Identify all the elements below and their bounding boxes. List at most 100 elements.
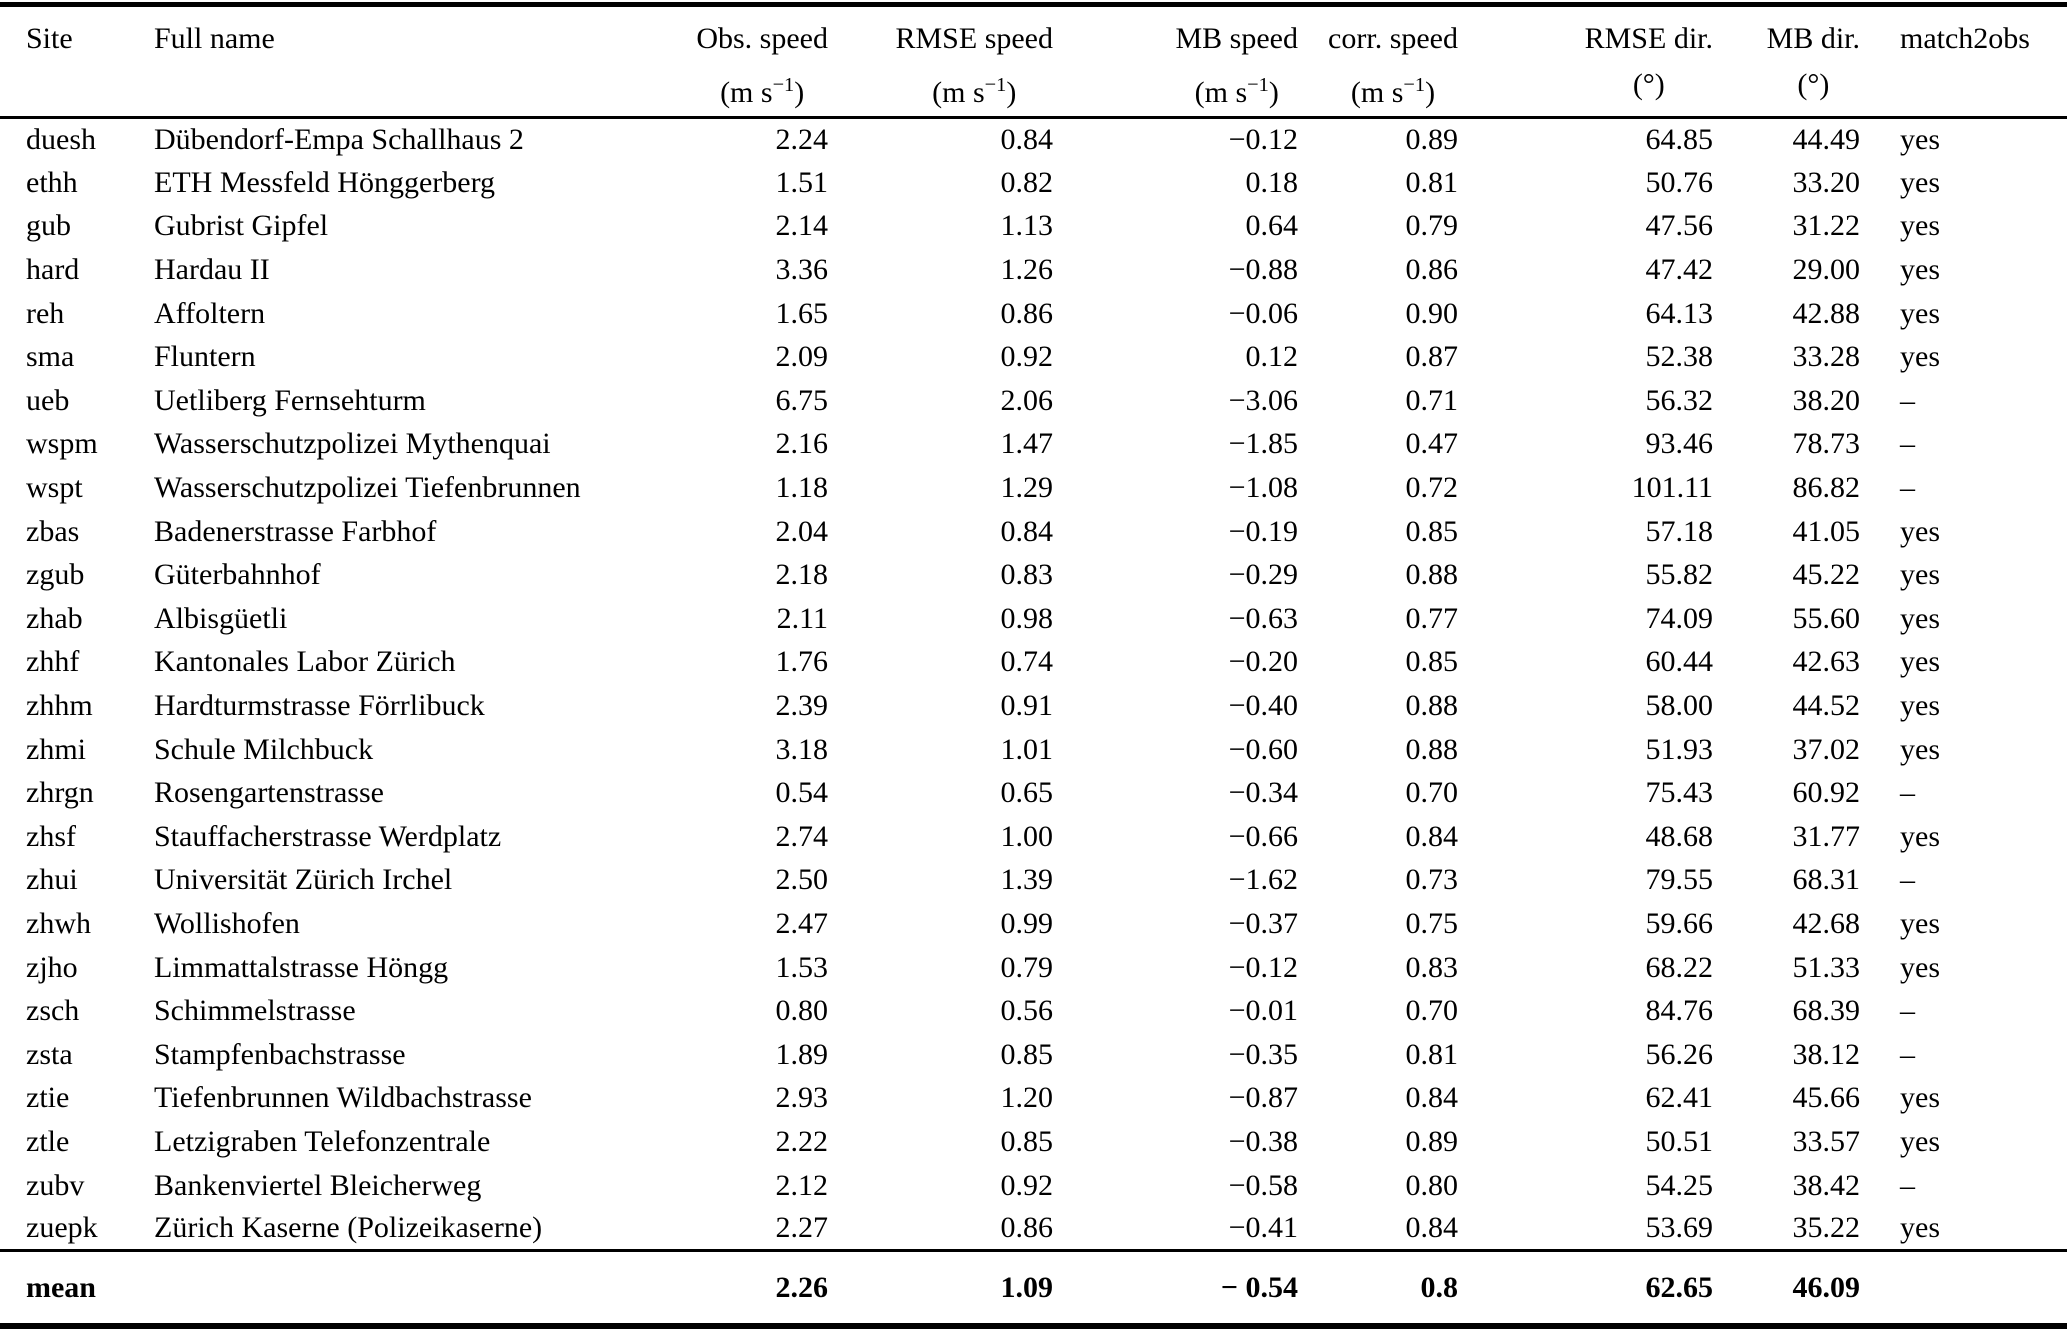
cell-rmse-dir: 52.38 — [1645, 340, 1714, 374]
cell-mb-speed: −0.87 — [1228, 1081, 1298, 1115]
cell-mb-dir: 37.02 — [1792, 732, 1861, 766]
cell-full-name: Universität Zürich Irchel — [154, 863, 453, 897]
cell-rmse-speed: 1.47 — [1000, 427, 1054, 461]
cell-match2obs: yes — [1900, 558, 1940, 592]
cell-site: zhhm — [26, 689, 93, 723]
cell-site: ueb — [26, 383, 70, 417]
cell-rmse-dir: 93.46 — [1645, 427, 1714, 461]
cell-full-name: Fluntern — [154, 340, 256, 374]
cell-site: zbas — [26, 514, 80, 548]
column-header-rmse-dir: RMSE dir. (°) — [1460, 7, 1715, 119]
cell-match2obs: yes — [1900, 906, 1940, 940]
cell-mb-dir: 33.28 — [1792, 340, 1861, 374]
cell-rmse-dir: 48.68 — [1645, 819, 1714, 853]
column-label: match2obs — [1900, 22, 2030, 55]
cell-site: reh — [26, 296, 65, 330]
table-row: ztie Tiefenbrunnen Wildbachstrasse 2.93 1.2… — [0, 1077, 2067, 1121]
cell-mb-dir: 44.52 — [1792, 689, 1861, 723]
cell-mb-dir: 38.20 — [1792, 383, 1861, 417]
cell-match2obs: yes — [1900, 1211, 1940, 1245]
cell-rmse-speed: 1.26 — [1000, 253, 1054, 287]
column-unit: (°) — [1632, 68, 1665, 101]
cell-site: zjho — [26, 950, 78, 984]
cell-full-name: Hardturmstrasse Förrlibuck — [154, 689, 485, 723]
cell-mb-speed: −0.06 — [1228, 296, 1298, 330]
cell-mb-dir: 45.22 — [1792, 558, 1861, 592]
column-unit: (m s−1) — [932, 74, 1017, 109]
cell-match2obs: yes — [1900, 253, 1940, 287]
table-row: hard Hardau II 3.36 1.26 −0.88 0.86 47.42 29.00… — [0, 248, 2067, 292]
table-row: sma Fluntern 2.09 0.92 0.12 0.87 52.38 33.28 yes — [0, 335, 2067, 379]
column-header-match2obs: match2obs — [1862, 7, 2067, 119]
cell-site: zsch — [26, 994, 80, 1028]
cell-mb-dir: 44.49 — [1792, 123, 1861, 157]
column-label: MB dir. — [1766, 22, 1860, 55]
cell-full-name: Schule Milchbuck — [154, 732, 374, 766]
cell-mb-speed: 0.64 — [1245, 209, 1299, 243]
cell-rmse-speed: 0.86 — [1000, 296, 1054, 330]
cell-site: ztie — [26, 1081, 70, 1115]
cell-mb-dir: 31.22 — [1792, 209, 1861, 243]
cell-match2obs: – — [1900, 863, 1915, 897]
cell-site: gub — [26, 209, 71, 243]
cell-mb-speed: −0.01 — [1228, 994, 1298, 1028]
table-row: ueb Uetliberg Fernsehturm 6.75 2.06 −3.06 0.7… — [0, 379, 2067, 423]
cell-full-name: Wollishofen — [154, 906, 300, 940]
cell-match2obs: – — [1900, 994, 1915, 1028]
cell-corr-speed: 0.85 — [1405, 645, 1459, 679]
cell-mb-speed: −0.66 — [1228, 819, 1298, 853]
cell-mb-speed: −0.35 — [1228, 1037, 1298, 1071]
cell-corr-speed: 0.81 — [1405, 1037, 1459, 1071]
cell-rmse-dir: 62.41 — [1645, 1081, 1714, 1115]
cell-obs-speed: 2.09 — [775, 340, 829, 374]
cell-rmse-dir: 79.55 — [1645, 863, 1714, 897]
cell-full-name: Gubrist Gipfel — [154, 209, 329, 243]
cell-mb-dir: 55.60 — [1792, 601, 1861, 635]
cell-mb-dir: 42.68 — [1792, 906, 1861, 940]
cell-mb-speed: −0.63 — [1228, 601, 1298, 635]
cell-obs-speed: 2.24 — [775, 123, 829, 157]
cell-obs-speed: 2.39 — [775, 689, 829, 723]
table-bottom-rule — [0, 1322, 2067, 1329]
cell-full-name: Dübendorf-Empa Schallhaus 2 — [154, 123, 524, 157]
cell-mean-corr-speed: 0.8 — [1300, 1249, 1460, 1323]
cell-obs-speed: 2.93 — [775, 1081, 829, 1115]
cell-site: zgub — [26, 558, 85, 592]
cell-site: zubv — [26, 1168, 85, 1202]
cell-corr-speed: 0.79 — [1405, 209, 1459, 243]
cell-rmse-speed: 1.00 — [1000, 819, 1054, 853]
cell-rmse-dir: 50.51 — [1645, 1124, 1714, 1158]
cell-corr-speed: 0.87 — [1405, 340, 1459, 374]
cell-mb-speed: −0.40 — [1228, 689, 1298, 723]
cell-corr-speed: 0.77 — [1405, 601, 1459, 635]
cell-mb-speed: −0.88 — [1228, 253, 1298, 287]
cell-rmse-speed: 0.92 — [1000, 1168, 1054, 1202]
cell-site: zhab — [26, 601, 83, 635]
cell-mb-dir: 29.00 — [1792, 253, 1861, 287]
cell-mean-rmse-speed: 1.09 — [830, 1249, 1055, 1323]
column-header-mb-dir: MB dir. (°) — [1715, 7, 1862, 119]
cell-mb-dir: 51.33 — [1792, 950, 1861, 984]
table-row: zubv Bankenviertel Bleicherweg 2.12 0.92 −0.… — [0, 1164, 2067, 1208]
cell-mb-dir: 45.66 — [1792, 1081, 1861, 1115]
cell-mb-speed: −0.12 — [1228, 950, 1298, 984]
cell-rmse-speed: 0.85 — [1000, 1037, 1054, 1071]
cell-full-name: Stampfenbachstrasse — [154, 1037, 406, 1071]
cell-match2obs: yes — [1900, 1081, 1940, 1115]
table-row: zhui Universität Zürich Irchel 2.50 1.39 −1.… — [0, 859, 2067, 903]
cell-corr-speed: 0.73 — [1405, 863, 1459, 897]
cell-full-name: Güterbahnhof — [154, 558, 321, 592]
table-body: duesh Dübendorf-Empa Schallhaus 2 2.24 0.84… — [0, 118, 2067, 1251]
cell-corr-speed: 0.88 — [1405, 732, 1459, 766]
cell-site: zhui — [26, 863, 78, 897]
cell-obs-speed: 2.22 — [775, 1124, 829, 1158]
cell-rmse-dir: 75.43 — [1645, 776, 1714, 810]
cell-full-name: Schimmelstrasse — [154, 994, 356, 1028]
table-row: zgub Güterbahnhof 2.18 0.83 −0.29 0.88 55.82 45… — [0, 553, 2067, 597]
table-row: zuepk Zürich Kaserne (Polizeikaserne) 2.27… — [0, 1207, 2067, 1251]
cell-rmse-dir: 68.22 — [1645, 950, 1714, 984]
cell-match2obs: – — [1900, 427, 1915, 461]
cell-rmse-speed: 0.85 — [1000, 1124, 1054, 1158]
cell-mean-obs-speed: 2.26 — [690, 1249, 830, 1323]
cell-mb-dir: 41.05 — [1792, 514, 1861, 548]
